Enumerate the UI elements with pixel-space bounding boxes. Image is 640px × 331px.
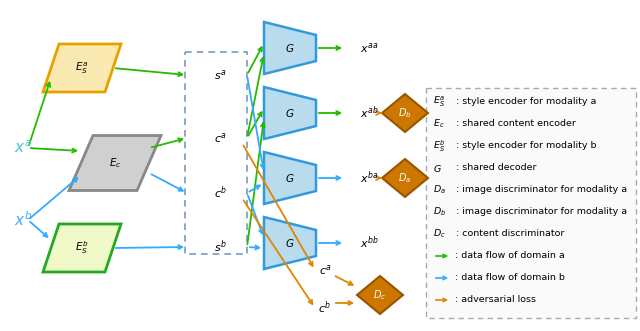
Polygon shape: [43, 224, 121, 272]
Text: $x^{ab}$: $x^{ab}$: [360, 105, 379, 121]
Text: $G$: $G$: [433, 163, 442, 173]
Text: $x^b$: $x^b$: [14, 211, 33, 229]
Text: $x^{ba}$: $x^{ba}$: [360, 170, 378, 186]
Text: : image discriminator for modality a: : image discriminator for modality a: [456, 185, 627, 195]
Text: $c^a$: $c^a$: [319, 263, 332, 277]
Text: : content discriminator: : content discriminator: [456, 229, 564, 239]
Text: $c^a$: $c^a$: [214, 131, 227, 145]
Text: $G$: $G$: [285, 42, 295, 54]
Text: $G$: $G$: [285, 237, 295, 249]
Text: : image discriminator for modality a: : image discriminator for modality a: [456, 208, 627, 216]
Text: $c^b$: $c^b$: [214, 185, 227, 201]
Text: $c^b$: $c^b$: [319, 300, 332, 316]
Text: : data flow of domain b: : data flow of domain b: [455, 273, 565, 282]
Text: $E_c$: $E_c$: [109, 156, 121, 170]
Polygon shape: [357, 276, 403, 314]
Text: $s^a$: $s^a$: [214, 68, 227, 82]
Text: $x^{bb}$: $x^{bb}$: [360, 235, 379, 251]
Polygon shape: [264, 87, 316, 139]
Text: $E_c$: $E_c$: [433, 118, 445, 130]
Polygon shape: [264, 152, 316, 204]
Text: $D_b$: $D_b$: [398, 106, 412, 120]
Text: : style encoder for modality a: : style encoder for modality a: [456, 98, 596, 107]
Text: : shared decoder: : shared decoder: [456, 164, 536, 172]
Text: : data flow of domain a: : data flow of domain a: [455, 252, 564, 260]
Text: : style encoder for modality b: : style encoder for modality b: [456, 141, 596, 151]
Text: $D_c$: $D_c$: [373, 288, 387, 302]
Text: $x^{aa}$: $x^{aa}$: [360, 41, 378, 55]
Polygon shape: [43, 44, 121, 92]
Polygon shape: [69, 135, 161, 191]
Text: $D_a$: $D_a$: [433, 184, 446, 196]
Text: $E_S^a$: $E_S^a$: [76, 60, 89, 76]
FancyBboxPatch shape: [426, 88, 636, 318]
Polygon shape: [264, 22, 316, 74]
Text: $x^a$: $x^a$: [14, 140, 32, 156]
Text: $s^b$: $s^b$: [214, 239, 227, 255]
Text: $G$: $G$: [285, 172, 295, 184]
Text: $D_b$: $D_b$: [433, 206, 446, 218]
Polygon shape: [264, 217, 316, 269]
Text: $E_S^b$: $E_S^b$: [433, 138, 445, 154]
Text: : shared content encoder: : shared content encoder: [456, 119, 576, 128]
Polygon shape: [382, 94, 428, 132]
Text: $E_S^b$: $E_S^b$: [76, 240, 89, 257]
Text: $G$: $G$: [285, 107, 295, 119]
Text: $E_S^a$: $E_S^a$: [433, 95, 445, 109]
Text: $D_c$: $D_c$: [433, 228, 446, 240]
Text: $D_a$: $D_a$: [399, 171, 412, 185]
Text: : adversarial loss: : adversarial loss: [455, 296, 536, 305]
Polygon shape: [382, 159, 428, 197]
